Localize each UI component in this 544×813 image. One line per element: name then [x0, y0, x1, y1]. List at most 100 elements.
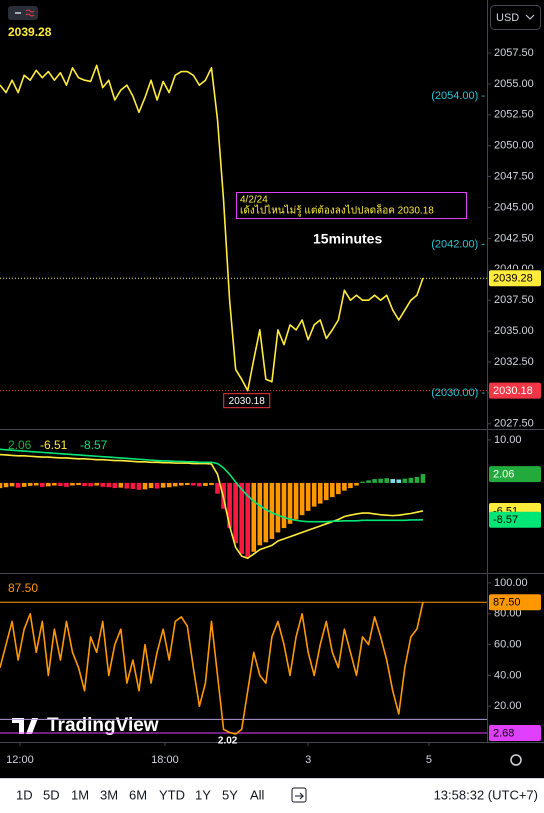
icon-wave[interactable]: [25, 9, 35, 17]
histogram-bar: [46, 482, 51, 487]
price-label: 2039.28: [493, 273, 533, 285]
range-button[interactable]: 6M: [129, 787, 147, 802]
histogram-bar: [94, 482, 99, 486]
range-button[interactable]: 3M: [100, 787, 118, 802]
histogram-bar: [311, 482, 317, 507]
callout-text: เด้งไปไหนไม่รู้ แต่ต้องลงไปปลดล็อค 2030.…: [240, 203, 434, 217]
y-tick-label: 20.00: [494, 700, 522, 712]
histogram-bar: [39, 482, 45, 487]
histogram-bar: [197, 482, 202, 487]
line-series: [0, 448, 423, 523]
histogram-bar: [342, 482, 347, 491]
histogram-bar: [360, 481, 365, 483]
histogram-bar: [142, 482, 148, 490]
histogram-bar: [100, 482, 106, 487]
y-tick-label: 2047.50: [494, 171, 534, 183]
range-button[interactable]: 5D: [43, 787, 60, 802]
gear-icon[interactable]: [510, 754, 522, 766]
y-tick-label: 2027.50: [494, 418, 534, 430]
caption: 15minutes: [313, 231, 382, 247]
symbol-icons[interactable]: [8, 6, 38, 20]
histogram-bar: [287, 482, 293, 524]
histogram-bar: [82, 482, 87, 486]
currency-label[interactable]: USD: [496, 12, 519, 24]
histogram-bar: [323, 482, 329, 501]
range-button[interactable]: All: [250, 787, 265, 802]
histogram-bar: [384, 478, 389, 483]
caret[interactable]: [525, 14, 535, 20]
histogram-bar: [3, 482, 9, 488]
histogram-bar: [239, 482, 244, 554]
histogram-bar: [136, 482, 142, 490]
histogram-bar: [299, 482, 305, 516]
histogram-bar: [420, 474, 426, 483]
histogram-bar: [21, 482, 27, 487]
histogram-bar: [106, 482, 112, 488]
y-tick-label: 10.00: [494, 434, 522, 446]
histogram-bar: [52, 482, 57, 486]
histogram-bar: [305, 482, 311, 511]
legend-value: 87.50: [8, 581, 38, 595]
currency-box[interactable]: [490, 5, 541, 30]
legend-value: -6.51: [40, 438, 68, 452]
histogram-bar: [15, 482, 21, 488]
x-tick-label: 3: [305, 754, 311, 766]
histogram-bar: [88, 482, 93, 487]
date-range-icon[interactable]: [291, 787, 307, 803]
price-label: 87.50: [493, 597, 521, 609]
price-label-bg: [489, 724, 541, 741]
toolbar-bg: [0, 778, 544, 813]
x-tick-label: 18:00: [151, 754, 179, 766]
y-tick-label: 2042.50: [494, 232, 534, 244]
last-price: 2039.28: [8, 25, 52, 39]
range-button[interactable]: 1M: [71, 787, 89, 802]
histogram-bar: [33, 482, 39, 486]
level-annotation: (2042.00) -: [431, 238, 485, 250]
histogram-bar: [269, 482, 275, 539]
currency-button[interactable]: USD: [490, 5, 541, 30]
low-value: 2.02: [218, 736, 238, 747]
x-tick-label: 5: [426, 754, 432, 766]
histogram-bar: [281, 482, 287, 529]
histogram-bar: [160, 482, 166, 488]
price-label-bg: [489, 382, 541, 399]
y-tick-label: 2055.00: [494, 78, 534, 90]
histogram-bar: [372, 479, 377, 483]
range-button[interactable]: YTD: [159, 787, 185, 802]
range-button[interactable]: 5Y: [222, 787, 238, 802]
line-series: [0, 453, 424, 560]
price-label: -8.57: [493, 514, 518, 526]
callout-date: 4/2/24: [240, 195, 268, 206]
calendar-icon[interactable]: [291, 787, 307, 803]
level-annotation: (2054.00) -: [431, 90, 485, 102]
settings[interactable]: [510, 754, 522, 766]
low-callout-box: [223, 393, 271, 409]
histogram-bar: [390, 479, 396, 483]
y-tick-label: 2032.50: [494, 356, 534, 368]
range-button[interactable]: 1Y: [195, 787, 211, 802]
range-button[interactable]: 1D: [16, 787, 33, 802]
histogram-bar: [402, 478, 408, 483]
x-tick-label: 12:00: [6, 754, 34, 766]
histogram-bar: [27, 482, 33, 486]
y-tick-label: 2057.50: [494, 47, 534, 59]
histogram-bar: [396, 479, 402, 483]
low-callout: 2030.18: [229, 396, 266, 407]
histogram-bar: [166, 482, 172, 488]
histogram-bar: [76, 482, 81, 486]
histogram-bar: [263, 482, 269, 543]
histogram-bar: [408, 477, 414, 483]
arrow-icon[interactable]: [295, 792, 305, 800]
y-tick-label: 100.00: [494, 577, 528, 589]
histogram-bar: [70, 482, 75, 486]
icon-pill[interactable]: [8, 6, 38, 20]
price-label-bg: [489, 594, 541, 611]
logo-text: TradingView: [47, 715, 159, 736]
y-tick-label: 2052.50: [494, 109, 534, 121]
histogram-bar: [178, 482, 184, 486]
price-label-bg: [489, 466, 541, 483]
histogram-bar: [154, 482, 160, 489]
logo: TradingView: [12, 715, 159, 736]
